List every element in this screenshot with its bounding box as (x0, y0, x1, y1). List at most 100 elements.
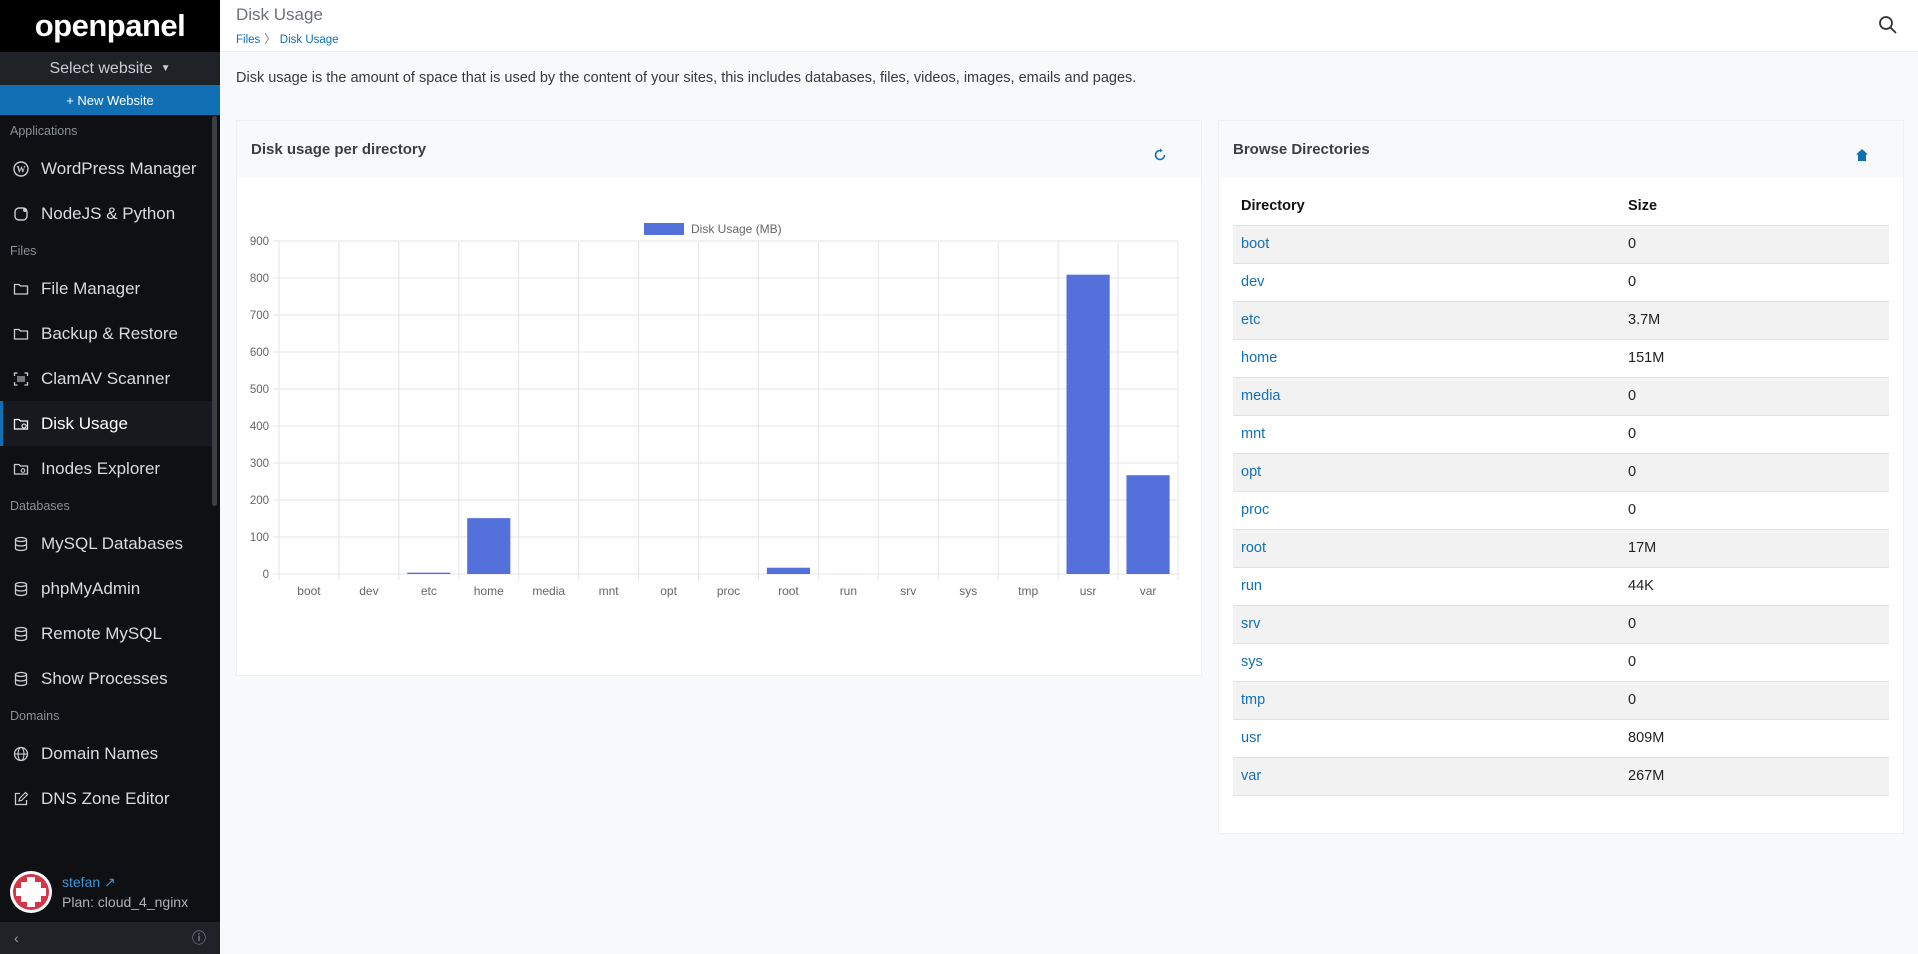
logo[interactable]: openpanel (0, 0, 220, 52)
directory-link-boot[interactable]: boot (1241, 236, 1270, 252)
chart-card: Disk usage per directory Disk Usage (MB)… (236, 120, 1202, 676)
table-row: dev 0 (1233, 263, 1889, 302)
table-row: proc 0 (1233, 491, 1889, 530)
breadcrumb-files[interactable]: Files (236, 34, 261, 46)
browse-card: Browse Directories Directory Size boot 0 d… (1218, 120, 1904, 834)
size-cell: 267M (1620, 757, 1889, 796)
sidebar-item-file-manager[interactable]: File Manager (0, 266, 212, 311)
directory-cell: tmp (1233, 681, 1620, 720)
size-cell: 3.7M (1620, 301, 1889, 340)
directory-cell: run (1233, 567, 1620, 606)
sidebar-item-inodes-explorer[interactable]: Inodes Explorer (0, 446, 212, 491)
y-tick-label: 100 (250, 532, 269, 544)
collapse-sidebar-icon[interactable]: ‹ (14, 930, 19, 946)
directory-link-tmp[interactable]: tmp (1241, 692, 1266, 708)
directory-link-dev[interactable]: dev (1241, 274, 1265, 290)
nav-section-domains: Domains (10, 709, 60, 723)
sidebar-item-remote-mysql[interactable]: Remote MySQL (0, 611, 212, 656)
sidebar-item-label: Backup & Restore (41, 323, 179, 343)
table-row: opt 0 (1233, 453, 1889, 492)
home-icon[interactable] (1855, 148, 1869, 165)
sidebar-item-dns-zone-editor[interactable]: DNS Zone Editor (0, 776, 212, 821)
select-website-dropdown[interactable]: Select website ▼ (0, 52, 220, 85)
directory-link-opt[interactable]: opt (1241, 464, 1262, 480)
directory-link-usr[interactable]: usr (1241, 730, 1262, 746)
sidebar-item-disk-usage[interactable]: Disk Usage (0, 401, 212, 446)
directories-table: Directory Size boot 0 dev 0 etc 3.7M home 151M m… (1233, 187, 1889, 796)
avatar[interactable] (10, 871, 52, 913)
app-icon (12, 205, 29, 222)
folder-icon (12, 280, 29, 297)
directory-cell: var (1233, 757, 1620, 796)
x-tick-label: proc (717, 584, 740, 598)
table-row: run 44K (1233, 567, 1889, 606)
scanner-icon (12, 370, 29, 387)
directory-cell: mnt (1233, 415, 1620, 454)
x-tick-label: var (1140, 584, 1157, 598)
sidebar-item-show-processes[interactable]: Show Processes (0, 656, 212, 701)
info-icon[interactable]: ⓘ (192, 930, 206, 946)
user-name-link[interactable]: stefan ↗ (62, 874, 116, 890)
sidebar-item-nodejs-and-python[interactable]: NodeJS & Python (0, 191, 212, 236)
directory-link-sys[interactable]: sys (1241, 654, 1263, 670)
sidebar-item-clamav-scanner[interactable]: ClamAV Scanner (0, 356, 212, 401)
size-cell: 0 (1620, 415, 1889, 454)
directory-link-etc[interactable]: etc (1241, 312, 1261, 328)
sidebar-footer: ‹ ⓘ (0, 922, 220, 954)
bar-usr (1066, 274, 1110, 574)
sidebar-item-backup-and-restore[interactable]: Backup & Restore (0, 311, 212, 356)
database-icon (12, 535, 29, 552)
chart-card-header: Disk usage per directory (237, 121, 1201, 177)
breadcrumb-separator: 〉 (264, 34, 276, 46)
sidebar-item-label: Inodes Explorer (41, 458, 161, 478)
sidebar-item-wordpress-manager[interactable]: W WordPress Manager (0, 146, 212, 191)
sidebar-nav: Applications W WordPress Manager NodeJS & P… (0, 116, 212, 821)
y-tick-label: 400 (250, 421, 269, 433)
sidebar-item-domain-names[interactable]: Domain Names (0, 731, 212, 776)
y-tick-label: 600 (250, 347, 269, 359)
directory-cell: boot (1233, 225, 1620, 264)
directory-link-root[interactable]: root (1241, 540, 1266, 556)
directory-link-home[interactable]: home (1241, 350, 1278, 366)
search-icon[interactable] (1878, 15, 1898, 40)
size-cell: 44K (1620, 567, 1889, 606)
refresh-icon[interactable] (1153, 148, 1167, 165)
y-tick-label: 500 (250, 384, 269, 396)
browse-card-header: Browse Directories (1219, 121, 1903, 177)
directory-link-run[interactable]: run (1241, 578, 1262, 594)
browse-card-title: Browse Directories (1233, 140, 1370, 158)
y-tick-label: 0 (263, 569, 269, 581)
breadcrumb: Files 〉 Disk Usage (236, 31, 339, 47)
bar-etc (407, 572, 451, 574)
table-row: mnt 0 (1233, 415, 1889, 454)
nav-section-databases: Databases (10, 499, 70, 513)
x-tick-label: usr (1080, 584, 1097, 598)
database-icon (12, 670, 29, 687)
size-cell: 0 (1620, 643, 1889, 682)
svg-text:W: W (16, 164, 25, 174)
disk-usage-chart: Disk Usage (MB) 0 100 200 300 400 500 600 700 800… (250, 222, 1179, 598)
external-link-icon: ↗ (104, 874, 116, 890)
directory-link-var[interactable]: var (1241, 768, 1262, 784)
directory-link-media[interactable]: media (1241, 388, 1281, 404)
sidebar-item-mysql-databases[interactable]: MySQL Databases (0, 521, 212, 566)
user-box: stefan ↗ Plan: cloud_4_nginx (0, 862, 220, 922)
size-cell: 0 (1620, 681, 1889, 720)
directory-link-srv[interactable]: srv (1241, 616, 1261, 632)
sidebar-item-phpmyadmin[interactable]: phpMyAdmin (0, 566, 212, 611)
breadcrumb-disk-usage[interactable]: Disk Usage (279, 34, 339, 46)
new-website-button[interactable]: + New Website (0, 85, 220, 115)
x-tick-label: tmp (1018, 584, 1038, 598)
x-tick-label: srv (900, 584, 916, 598)
x-tick-label: dev (359, 584, 378, 598)
edit-icon (12, 790, 29, 807)
nav-section-files: Files (10, 244, 37, 258)
directory-cell: home (1233, 339, 1620, 378)
size-cell: 0 (1620, 377, 1889, 416)
table-row: usr 809M (1233, 719, 1889, 758)
directory-link-mnt[interactable]: mnt (1241, 426, 1266, 442)
sidebar-scrollbar[interactable] (212, 116, 217, 506)
table-row: media 0 (1233, 377, 1889, 416)
user-plan: Plan: cloud_4_nginx (62, 894, 189, 910)
directory-link-proc[interactable]: proc (1241, 502, 1270, 518)
